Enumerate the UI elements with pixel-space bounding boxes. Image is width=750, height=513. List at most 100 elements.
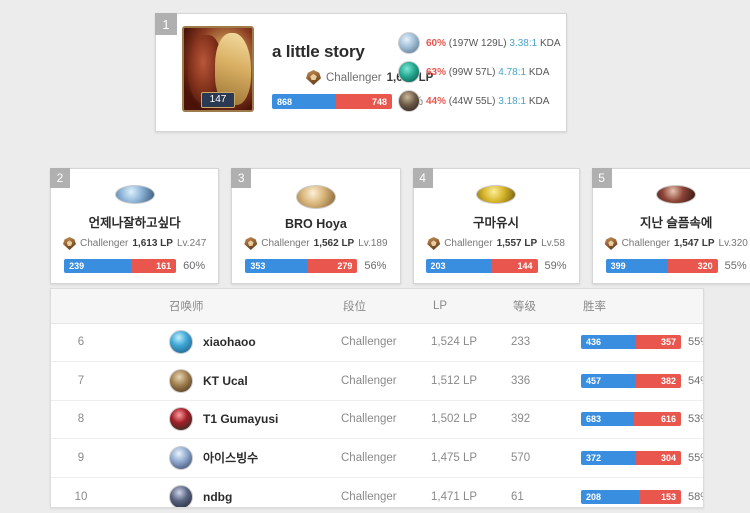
tier-label: Challenger bbox=[80, 238, 129, 249]
losses-segment: 279 bbox=[307, 259, 358, 273]
tier-row: Challenger 1,547 LP Lv.320 bbox=[604, 237, 748, 250]
summoner-name[interactable]: 지난 슬픔속에 bbox=[639, 216, 713, 230]
champion-stat-row: 44% (44W 55L) 3.18:1 KDA bbox=[398, 90, 556, 112]
cell-rank: 6 bbox=[51, 323, 111, 362]
level-label: Lv.320 bbox=[718, 238, 748, 249]
challenger-emblem-icon bbox=[427, 237, 441, 250]
table-row[interactable]: 6 xiaohaoo Challenger 1,524 LP 233 436 bbox=[51, 323, 703, 362]
cell-tier: Challenger bbox=[341, 361, 431, 401]
tier-label: Challenger bbox=[444, 238, 493, 249]
winloss-bar: 203 144 bbox=[425, 259, 538, 273]
lp-value: 1,562 LP bbox=[313, 238, 355, 249]
losses-segment: 748 bbox=[336, 94, 392, 109]
lp-value: 1,557 LP bbox=[496, 238, 538, 249]
winloss-bar: 353 279 bbox=[245, 259, 358, 273]
table-row[interactable]: 7 KT Ucal Challenger 1,512 LP 336 457 bbox=[51, 361, 703, 401]
winloss-bar: 868 748 bbox=[272, 94, 392, 109]
champion-winrate: 44% bbox=[426, 95, 447, 107]
rank-2-card[interactable]: 2 언제나잘하고싶다 Challenger 1,613 LP Lv.247 23… bbox=[50, 168, 220, 284]
rank-badge: 2 bbox=[50, 168, 70, 188]
cell-rank: 9 bbox=[51, 438, 111, 478]
cell-summoner[interactable]: xiaohaoo bbox=[111, 323, 341, 362]
champion-record: (44W 55L) bbox=[448, 95, 496, 107]
cell-lp: 1,475 LP bbox=[431, 438, 511, 478]
wins-segment: 399 bbox=[605, 259, 668, 273]
rank-1-card[interactable]: 1 147 a little story Challenger 1,613 LP… bbox=[155, 13, 567, 132]
wins-segment: 683 bbox=[581, 412, 634, 427]
rank-5-card[interactable]: 5 지난 슬픔속에 Challenger 1,547 LP Lv.320 399… bbox=[591, 168, 750, 284]
rank-3-card[interactable]: 3 BRO Hoya Challenger 1,562 LP Lv.189 35… bbox=[231, 168, 401, 284]
winloss-bar: 683 616 bbox=[581, 412, 681, 427]
winloss-bar: 457 382 bbox=[581, 373, 681, 388]
winrate-label: 55% bbox=[688, 336, 703, 349]
champion-kda: 3.38:1 bbox=[509, 37, 538, 49]
tier-row: Challenger 1,613 LP bbox=[306, 70, 433, 85]
table-row[interactable]: 9 아이스빙수 Challenger 1,475 LP 570 372 bbox=[51, 438, 703, 478]
winrate-label: 59% bbox=[544, 260, 567, 272]
cell-lp: 1,512 LP bbox=[431, 361, 511, 401]
champion-icon-3 bbox=[398, 90, 420, 112]
column-header-level[interactable]: 等级 bbox=[511, 289, 581, 324]
summoner-name[interactable]: xiaohaoo bbox=[203, 335, 256, 350]
summoner-name[interactable]: 언제나잘하고싶다 bbox=[88, 216, 181, 230]
winloss-row: 868 748 54% bbox=[272, 94, 423, 109]
winrate-label: 55% bbox=[688, 451, 703, 464]
winloss-bar: 436 357 bbox=[581, 335, 681, 350]
losses-segment: 304 bbox=[636, 450, 681, 465]
ranking-table: 召唤师 段位 LP 等级 胜率 6 xiaohaoo Cha bbox=[51, 289, 703, 507]
tier-row: Challenger 1,562 LP Lv.189 bbox=[244, 237, 388, 250]
winloss-bar: 399 320 bbox=[605, 259, 718, 273]
champion-icon-1 bbox=[398, 32, 420, 54]
summoner-name[interactable]: 구마유시 bbox=[473, 216, 520, 230]
column-header-winrate[interactable]: 胜率 bbox=[581, 289, 703, 324]
champion-winrate: 63% bbox=[426, 66, 447, 78]
cell-tier: Challenger bbox=[341, 438, 431, 478]
summoner-avatar-9 bbox=[169, 445, 193, 470]
level-label: Lv.58 bbox=[541, 238, 565, 249]
table-row[interactable]: 8 T1 Gumayusi Challenger 1,502 LP 392 bbox=[51, 400, 703, 439]
cell-winrate: 683 616 53% bbox=[581, 400, 703, 439]
losses-segment: 616 bbox=[633, 412, 681, 427]
summoner-name[interactable]: a little story bbox=[272, 42, 365, 61]
wins-segment: 372 bbox=[581, 450, 636, 465]
cell-winrate: 457 382 54% bbox=[581, 361, 703, 401]
ranking-table-card: 召唤师 段位 LP 等级 胜率 6 xiaohaoo Cha bbox=[50, 288, 704, 508]
table-row[interactable]: 10 ndbg Challenger 1,471 LP 61 208 bbox=[51, 477, 703, 507]
losses-segment: 382 bbox=[635, 373, 681, 388]
rank-badge: 1 bbox=[155, 13, 177, 35]
column-header-rank[interactable] bbox=[51, 289, 111, 324]
losses-segment: 161 bbox=[131, 259, 177, 273]
winloss-bar: 208 153 bbox=[581, 489, 681, 504]
rank-4-card[interactable]: 4 구마유시 Challenger 1,557 LP Lv.58 203 144… bbox=[412, 168, 580, 284]
rank-badge: 4 bbox=[412, 168, 433, 188]
summoner-name[interactable]: KT Ucal bbox=[203, 373, 248, 388]
cell-summoner[interactable]: 아이스빙수 bbox=[111, 438, 341, 478]
summoner-name[interactable]: T1 Gumayusi bbox=[203, 412, 279, 427]
summoner-name[interactable]: ndbg bbox=[203, 489, 233, 504]
column-header-lp[interactable]: LP bbox=[431, 289, 511, 324]
column-header-summoner[interactable]: 召唤师 bbox=[111, 289, 341, 324]
tier-label: Challenger bbox=[621, 238, 670, 249]
champion-kda-label: KDA bbox=[528, 95, 550, 107]
cell-summoner[interactable]: ndbg bbox=[111, 477, 341, 507]
summoner-name[interactable]: BRO Hoya bbox=[284, 217, 347, 231]
champion-stat-row: 63% (99W 57L) 4.78:1 KDA bbox=[398, 61, 556, 83]
champion-winrate: 60% bbox=[426, 37, 447, 49]
champion-record: (99W 57L) bbox=[448, 66, 496, 78]
cell-level: 336 bbox=[511, 361, 581, 401]
summoner-avatar-7 bbox=[169, 368, 193, 393]
cell-summoner[interactable]: KT Ucal bbox=[111, 361, 341, 401]
summoner-name[interactable]: 아이스빙수 bbox=[203, 451, 259, 466]
cell-level: 233 bbox=[511, 323, 581, 362]
champion-kda: 3.18:1 bbox=[498, 95, 527, 107]
top-ranks-row: 2 언제나잘하고싶다 Challenger 1,613 LP Lv.247 23… bbox=[50, 168, 750, 284]
cell-winrate: 436 357 55% bbox=[581, 323, 703, 362]
tier-label: Challenger bbox=[326, 71, 382, 84]
summoner-avatar-8 bbox=[169, 407, 193, 432]
champion-record: (197W 129L) bbox=[448, 37, 507, 49]
cell-summoner[interactable]: T1 Gumayusi bbox=[111, 400, 341, 439]
cell-winrate: 372 304 55% bbox=[581, 438, 703, 478]
column-header-tier[interactable]: 段位 bbox=[341, 289, 431, 324]
champion-kda: 4.78:1 bbox=[498, 66, 527, 78]
